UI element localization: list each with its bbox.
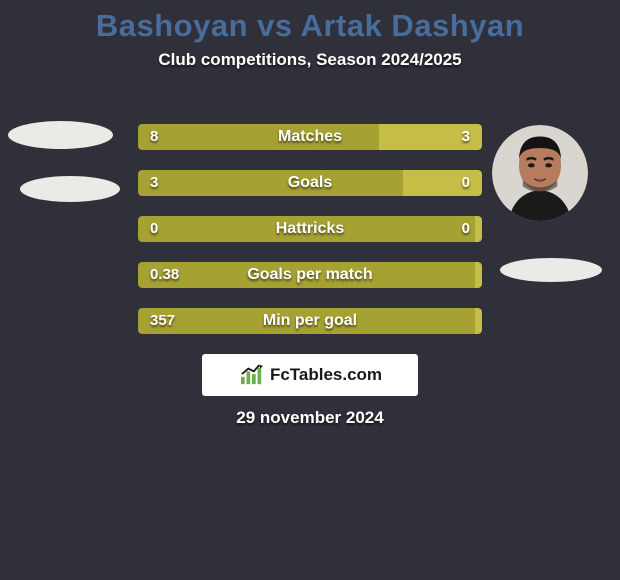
player-portrait-icon [492,125,588,221]
avatar-placeholder-left-1 [8,121,113,149]
stat-row: Matches8 3 [138,124,482,150]
stat-value-left: 0.38 [138,262,191,288]
stat-row: Goals per match0.38 [138,262,482,288]
avatar-shadow-right [500,258,602,282]
fctables-logo-icon [238,364,266,386]
avatar-placeholder-left-2 [20,176,120,202]
stat-value-right [458,308,482,334]
stat-value-left: 357 [138,308,187,334]
logo-box: FcTables.com [202,354,418,396]
page-title: Bashoyan vs Artak Dashyan [0,0,620,44]
stat-value-right: 0 [450,170,482,196]
stat-label: Goals [138,170,482,196]
stat-value-right: 3 [450,124,482,150]
logo-text: FcTables.com [270,365,382,385]
stat-value-left: 0 [138,216,170,242]
stat-value-left: 3 [138,170,170,196]
stats-bars: Matches83Goals30Hattricks00Goals per mat… [138,124,482,354]
date-text: 29 november 2024 [0,408,620,428]
stat-label: Min per goal [138,308,482,334]
stat-label: Matches [138,124,482,150]
stat-value-left: 8 [138,124,170,150]
avatar-right [492,125,588,221]
subtitle: Club competitions, Season 2024/2025 [0,50,620,70]
stat-row: Goals3 0 [138,170,482,196]
stat-label: Hattricks [138,216,482,242]
stat-row: Hattricks0 0 [138,216,482,242]
stat-value-right [458,262,482,288]
stat-value-right: 0 [450,216,482,242]
stat-row: Min per goal357 [138,308,482,334]
